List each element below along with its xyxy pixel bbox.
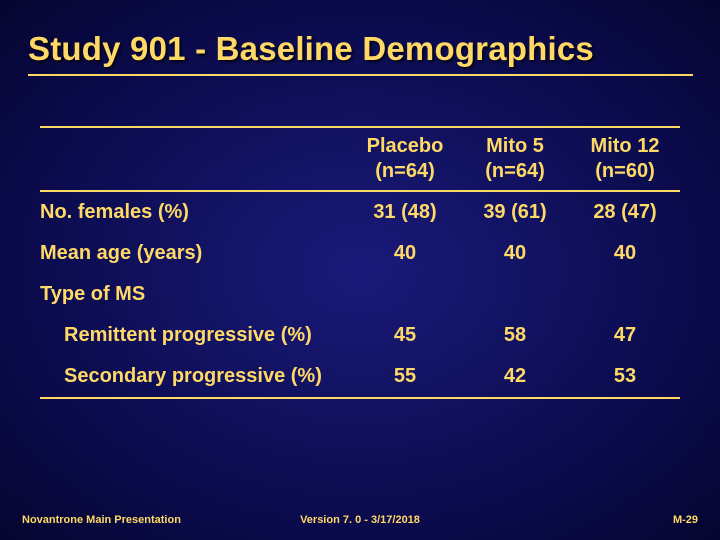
cell: 31 (48) (350, 191, 460, 233)
header-placebo: Placebo (n=64) (350, 127, 460, 191)
header-mito12: Mito 12 (n=60) (570, 127, 680, 191)
cell: 40 (350, 233, 460, 274)
table-row: Type of MS (40, 274, 680, 315)
row-label: Secondary progressive (%) (40, 356, 350, 398)
table-row: Mean age (years) 40 40 40 (40, 233, 680, 274)
cell: 45 (350, 315, 460, 356)
row-label: No. females (%) (40, 191, 350, 233)
row-label: Remittent progressive (%) (40, 315, 350, 356)
slide-title: Study 901 - Baseline Demographics (28, 30, 692, 68)
cell: 53 (570, 356, 680, 398)
cell: 42 (460, 356, 570, 398)
cell: 58 (460, 315, 570, 356)
cell: 39 (61) (460, 191, 570, 233)
footer-center: Version 7. 0 - 3/17/2018 (0, 514, 720, 526)
row-label: Mean age (years) (40, 233, 350, 274)
row-label: Type of MS (40, 274, 350, 315)
header-col3-line1: Mito 12 (591, 135, 660, 157)
header-col2-line2: (n=64) (485, 160, 544, 182)
table-row: No. females (%) 31 (48) 39 (61) 28 (47) (40, 191, 680, 233)
cell (570, 274, 680, 315)
slide: Study 901 - Baseline Demographics Placeb… (0, 0, 720, 540)
table-row: Remittent progressive (%) 45 58 47 (40, 315, 680, 356)
cell (460, 274, 570, 315)
header-col2-line1: Mito 5 (486, 135, 544, 157)
header-empty (40, 127, 350, 191)
cell: 47 (570, 315, 680, 356)
cell: 55 (350, 356, 460, 398)
cell: 40 (570, 233, 680, 274)
table-row: Secondary progressive (%) 55 42 53 (40, 356, 680, 398)
cell (350, 274, 460, 315)
header-col1-line1: Placebo (367, 135, 444, 157)
title-underline (28, 74, 693, 76)
header-col3-line2: (n=60) (595, 160, 654, 182)
cell: 28 (47) (570, 191, 680, 233)
header-col1-line2: (n=64) (375, 160, 434, 182)
header-mito5: Mito 5 (n=64) (460, 127, 570, 191)
cell: 40 (460, 233, 570, 274)
table-header-row: Placebo (n=64) Mito 5 (n=64) Mito 12 (n=… (40, 127, 680, 191)
demographics-table: Placebo (n=64) Mito 5 (n=64) Mito 12 (n=… (40, 126, 680, 399)
footer-right: M-29 (673, 514, 698, 526)
